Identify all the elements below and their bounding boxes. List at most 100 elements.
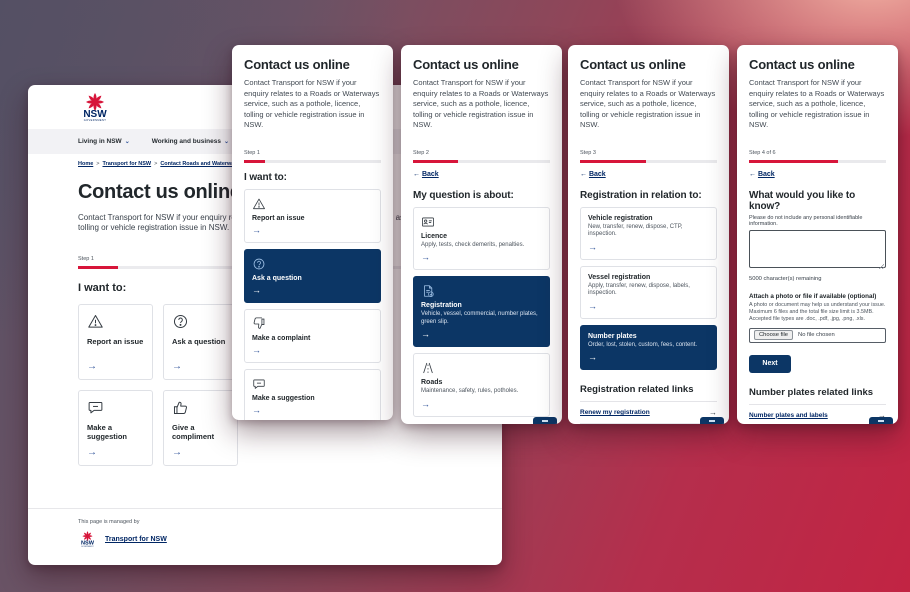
option-vehicle-registration[interactable]: Vehicle registration New, transfer, rene… — [580, 206, 717, 260]
arrow-right-icon: → — [709, 408, 717, 417]
characters-remaining: 5000 character(s) remaining — [749, 275, 822, 282]
back-link[interactable]: Back — [749, 171, 775, 178]
question-hint: Please do not include any personal ident… — [749, 214, 863, 227]
transport-for-nsw-link[interactable]: Transport for NSW — [105, 536, 167, 543]
resize-grip-icon[interactable] — [878, 262, 884, 269]
option-waterways-clipped[interactable] — [413, 423, 550, 424]
question-circle-icon — [252, 257, 266, 271]
attach-label: Attach a photo or file if available (opt… — [749, 292, 877, 300]
arrow-right-icon: → — [588, 300, 597, 311]
nav-item-working-and-business[interactable]: Working and business ⌄ — [151, 138, 229, 145]
arrow-right-icon: → — [878, 410, 886, 420]
warning-triangle-icon — [87, 313, 104, 330]
flow-description: Contact Transport for NSW if your enquir… — [413, 78, 549, 129]
choose-file-button[interactable]: Choose file — [754, 330, 794, 340]
road-icon — [421, 361, 435, 375]
section-heading: I want to: — [244, 171, 287, 183]
option-report-an-issue[interactable]: Report an issue → — [78, 304, 153, 380]
option-give-a-compliment[interactable]: Give a compliment → — [163, 390, 238, 466]
floating-widget-button[interactable] — [533, 417, 557, 424]
back-link[interactable]: Back — [580, 171, 606, 178]
back-link[interactable]: Back — [413, 171, 439, 178]
option-report-an-issue[interactable]: Report an issue → — [244, 188, 381, 243]
option-number-plates-selected[interactable]: Number plates Order, lost, stolen, custo… — [580, 324, 717, 370]
breadcrumb-home[interactable]: Home — [78, 161, 94, 167]
option-make-a-suggestion[interactable]: Make a suggestion → — [244, 368, 381, 420]
question-circle-icon — [172, 313, 189, 330]
option-licence[interactable]: Licence Apply, tests, check demerits, pe… — [413, 206, 550, 270]
file-upload-field[interactable]: Choose file No file chosen — [749, 327, 886, 343]
option-registration-selected[interactable]: Registration Vehicle, vessel, commercial… — [413, 276, 550, 347]
flow-title: Contact us online — [749, 57, 855, 72]
arrow-right-icon: → — [87, 361, 97, 372]
section-heading: I want to: — [78, 282, 127, 294]
flow-description: Contact Transport for NSW if your enquir… — [580, 78, 716, 129]
option-ask-a-question-selected[interactable]: Ask a question → — [244, 248, 381, 303]
flow-title: Contact us online — [580, 57, 686, 72]
arrow-right-icon: → — [421, 398, 430, 409]
progress-fill — [413, 159, 459, 163]
option-make-a-complaint[interactable]: Make a complaint → — [244, 308, 381, 363]
page-title: Contact us online — [78, 181, 241, 203]
warning-triangle-icon — [252, 197, 266, 211]
breadcrumb-transport-for-nsw[interactable]: Transport for NSW — [102, 161, 152, 167]
option-roads[interactable]: Roads Maintenance, safety, rules, pothol… — [413, 353, 550, 417]
option-vessel-registration[interactable]: Vessel registration Apply, transfer, ren… — [580, 265, 717, 319]
step2-card: Contact us online Contact Transport for … — [401, 45, 562, 424]
step1-card: Contact us online Contact Transport for … — [232, 45, 393, 420]
arrow-right-icon: → — [87, 447, 97, 458]
document-check-icon — [421, 284, 435, 298]
floating-widget-button[interactable] — [700, 417, 724, 424]
speech-bubble-icon — [87, 399, 104, 416]
speech-bubble-icon — [252, 377, 266, 391]
progress-fill — [78, 266, 118, 269]
no-file-chosen-text: No file chosen — [798, 332, 835, 338]
section-heading: My question is about: — [413, 189, 514, 201]
arrow-right-icon: → — [172, 361, 182, 372]
nav-item-living-in-nsw[interactable]: Living in NSW ⌄ — [78, 138, 130, 145]
breadcrumb-contact-roads-and-waterways[interactable]: Contact Roads and Waterways — [160, 161, 241, 167]
step-label: Step 2 — [413, 149, 429, 156]
progress-fill — [244, 159, 265, 163]
chevron-down-icon: ⌄ — [223, 139, 229, 145]
page-footer: This page is managed by Transport for NS… — [28, 508, 502, 565]
flow-description: Contact Transport for NSW if your enquir… — [244, 78, 380, 129]
thumbs-up-icon — [172, 399, 189, 416]
step-label: Step 3 — [580, 149, 596, 156]
arrow-right-icon: → — [172, 447, 182, 458]
step-label: Step 1 — [78, 256, 94, 262]
link-number-plates-and-labels[interactable]: Number plates and labels → — [749, 403, 886, 420]
step-label: Step 1 — [244, 149, 260, 156]
question-textarea[interactable] — [749, 229, 886, 268]
arrow-right-icon: → — [421, 252, 430, 262]
option-grid: Report an issue → Ask a question → Make … — [78, 304, 502, 466]
arrow-right-icon: → — [421, 329, 430, 339]
related-links-heading: Registration related links — [580, 384, 694, 395]
arrow-right-icon: → — [252, 344, 261, 355]
attach-description: A photo or document may help us understa… — [749, 301, 886, 322]
licence-card-icon — [421, 215, 435, 229]
next-button[interactable]: Next — [749, 354, 791, 373]
flow-description: Contact Transport for NSW if your enquir… — [749, 78, 885, 129]
option-make-a-suggestion[interactable]: Make a suggestion → — [78, 390, 153, 466]
floating-widget-button[interactable] — [869, 417, 893, 424]
flow-title: Contact us online — [413, 57, 519, 72]
progress-track — [749, 159, 886, 163]
step4-card: Contact us online Contact Transport for … — [737, 45, 898, 424]
progress-track — [413, 159, 550, 163]
section-heading: What would you like to know? — [749, 189, 856, 212]
related-links-heading: Number plates related links — [749, 386, 874, 398]
progress-track — [244, 159, 381, 163]
arrow-right-icon: → — [588, 352, 597, 362]
flow-title: Contact us online — [244, 57, 350, 72]
option-ask-a-question[interactable]: Ask a question → — [163, 304, 238, 380]
thumbs-down-icon — [252, 317, 266, 331]
step-label: Step 4 of 6 — [749, 149, 776, 156]
progress-fill — [749, 159, 839, 163]
link-renew-my-registration[interactable]: Renew my registration → — [580, 401, 717, 417]
link-registration-fees[interactable]: Registration fees → — [580, 423, 717, 424]
arrow-right-icon: → — [588, 241, 597, 252]
section-heading: Registration in relation to: — [580, 189, 702, 201]
managed-by-text: This page is managed by — [78, 519, 140, 525]
